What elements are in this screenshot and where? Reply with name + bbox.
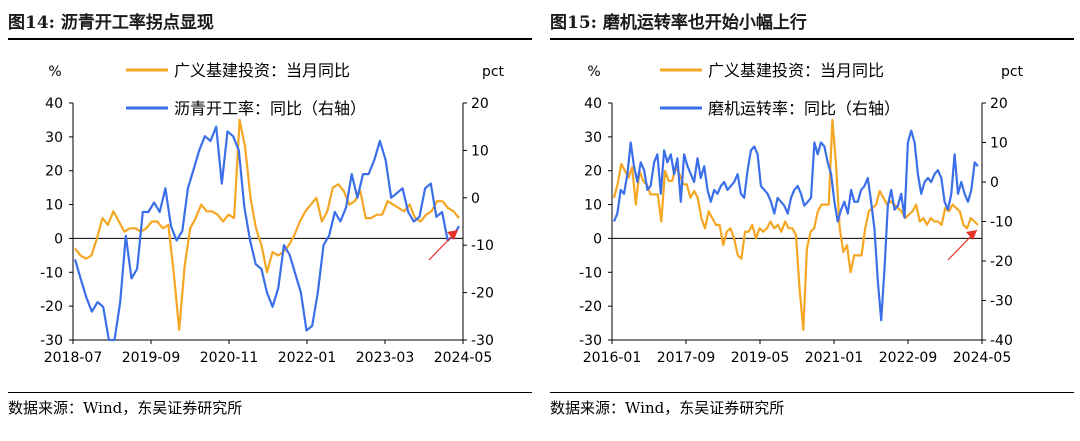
left-tick-label: 10 — [584, 198, 602, 214]
right-tick-label: 20 — [990, 96, 1008, 112]
legend-label-blue: 磨机运转率：同比（右轴） — [708, 99, 900, 118]
x-tick-label: 2019-05 — [731, 350, 790, 366]
right-tick-label: -10 — [990, 215, 1013, 231]
left-axis-unit: % — [587, 64, 600, 80]
right-tick-label: -30 — [990, 294, 1013, 310]
left-tick-label: -30 — [40, 333, 63, 349]
right-tick-label: 10 — [471, 143, 489, 159]
left-tick-label: 20 — [45, 164, 63, 180]
x-tick-label: 2020-11 — [200, 350, 259, 366]
figure-14: 图14: 沥青开工率拐点显现 40 30 20 10 0 -10 -20 -30 20 10 0 -1… — [8, 0, 538, 441]
right-tick-label: 0 — [471, 191, 480, 207]
left-tick-label: 0 — [54, 231, 63, 247]
x-tick-label: 2019-09 — [122, 350, 181, 366]
left-tick-label: 40 — [584, 96, 602, 112]
legend-label-blue: 沥青开工率：同比（右轴） — [174, 99, 366, 118]
series-line-blue — [612, 129, 979, 322]
right-tick-label: -30 — [471, 333, 494, 349]
left-tick-label: 20 — [584, 164, 602, 180]
left-tick-label: -20 — [40, 299, 63, 315]
trend-arrow-head — [966, 230, 977, 240]
title-rule — [8, 38, 532, 40]
right-tick-label: -10 — [471, 238, 494, 254]
title-rule — [550, 38, 1074, 40]
right-tick-label: 0 — [990, 175, 999, 191]
series-line-orange — [74, 118, 460, 331]
right-tick-label: -20 — [990, 254, 1013, 270]
right-tick-label: -40 — [990, 333, 1013, 349]
right-axis-unit: pct — [482, 64, 505, 80]
left-tick-label: -10 — [40, 265, 63, 281]
left-tick-label: 40 — [45, 96, 63, 112]
left-axis-unit: % — [48, 64, 61, 80]
x-tick-label: 2022-09 — [879, 350, 938, 366]
x-tick-label: 2022-01 — [278, 350, 337, 366]
source-note: 数据来源：Wind，东吴证券研究所 — [550, 399, 785, 417]
x-tick-label: 2021-01 — [805, 350, 864, 366]
series-line-blue — [73, 125, 460, 342]
x-tick-label: 2023-03 — [356, 350, 415, 366]
figure-15: 图15: 磨机运转率也开始小幅上行 40 30 20 10 0 -10 -20 -30 20 10… — [550, 0, 1080, 441]
left-tick-label: 0 — [593, 231, 602, 247]
right-axis-unit: pct — [1001, 64, 1024, 80]
left-tick-label: 30 — [584, 130, 602, 146]
x-tick-label: 2016-01 — [583, 350, 642, 366]
legend-label-orange: 广义基建投资：当月同比 — [174, 61, 350, 80]
x-tick-label: 2024-05 — [434, 350, 493, 366]
left-tick-label: 10 — [45, 198, 63, 214]
trend-arrow-head — [447, 230, 458, 240]
source-rule — [550, 392, 1074, 393]
figure-title: 图15: 磨机运转率也开始小幅上行 — [550, 13, 807, 33]
series-line-orange — [612, 118, 979, 331]
x-tick-label: 2024-05 — [953, 350, 1012, 366]
left-tick-label: -30 — [579, 333, 602, 349]
right-tick-label: -20 — [471, 286, 494, 302]
left-tick-label: -20 — [579, 299, 602, 315]
right-tick-label: 10 — [990, 136, 1008, 152]
chart-15: 40 30 20 10 0 -10 -20 -30 20 10 0 -10 -20 -30 -40 2016-… — [579, 61, 1024, 366]
left-tick-label: -10 — [579, 265, 602, 281]
x-tick-label: 2017-09 — [657, 350, 716, 366]
legend-label-orange: 广义基建投资：当月同比 — [708, 61, 884, 80]
source-note: 数据来源：Wind，东吴证券研究所 — [8, 399, 243, 417]
right-tick-label: 20 — [471, 96, 489, 112]
x-tick-label: 2018-07 — [44, 350, 103, 366]
left-tick-label: 30 — [45, 130, 63, 146]
figure-title: 图14: 沥青开工率拐点显现 — [8, 13, 214, 33]
source-rule — [8, 392, 532, 393]
